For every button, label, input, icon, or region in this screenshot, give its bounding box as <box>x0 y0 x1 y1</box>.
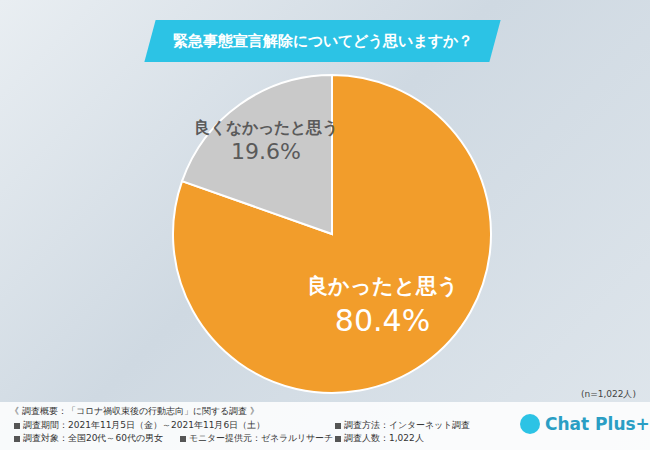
html-text:モニター提供元：ゼネラルリサーチ: モニター提供元：ゼネラルリサーチ <box>189 433 333 443</box>
html-text:Chat Plus+: Chat Plus+ <box>545 414 650 434</box>
svg-text:19.6%: 19.6% <box>231 139 301 164</box>
html-text:調査対象：全国20代～60代の男女: 調査対象：全国20代～60代の男女 <box>23 433 163 443</box>
html-text:緊急事態宣言解除についてどう思いますか？: 緊急事態宣言解除についてどう思いますか？ <box>172 32 473 50</box>
html-text:《 調査概要：「コロナ禍収束後の行動志向」に関する調査 》: 《 調査概要：「コロナ禍収束後の行動志向」に関する調査 》 <box>10 406 259 416</box>
html-text:調査期間：2021年11月5日（金）～2021年11月6日（: 調査期間：2021年11月5日（金）～2021年11月6日（土） <box>23 420 266 430</box>
html-text:(n=1,022人): (n=1,022人) <box>581 389 636 399</box>
html-text:調査方法：インターネット調査: 調査方法：インターネット調査 <box>344 420 470 430</box>
svg-text:良くなかったと思う: 良くなかったと思う <box>194 118 338 137</box>
svg-text:80.4%: 80.4% <box>335 303 430 338</box>
html-text:調査人数：1,022人: 調査人数：1,022人 <box>344 433 424 443</box>
svg-text:良かったと思う: 良かったと思う <box>307 274 459 298</box>
